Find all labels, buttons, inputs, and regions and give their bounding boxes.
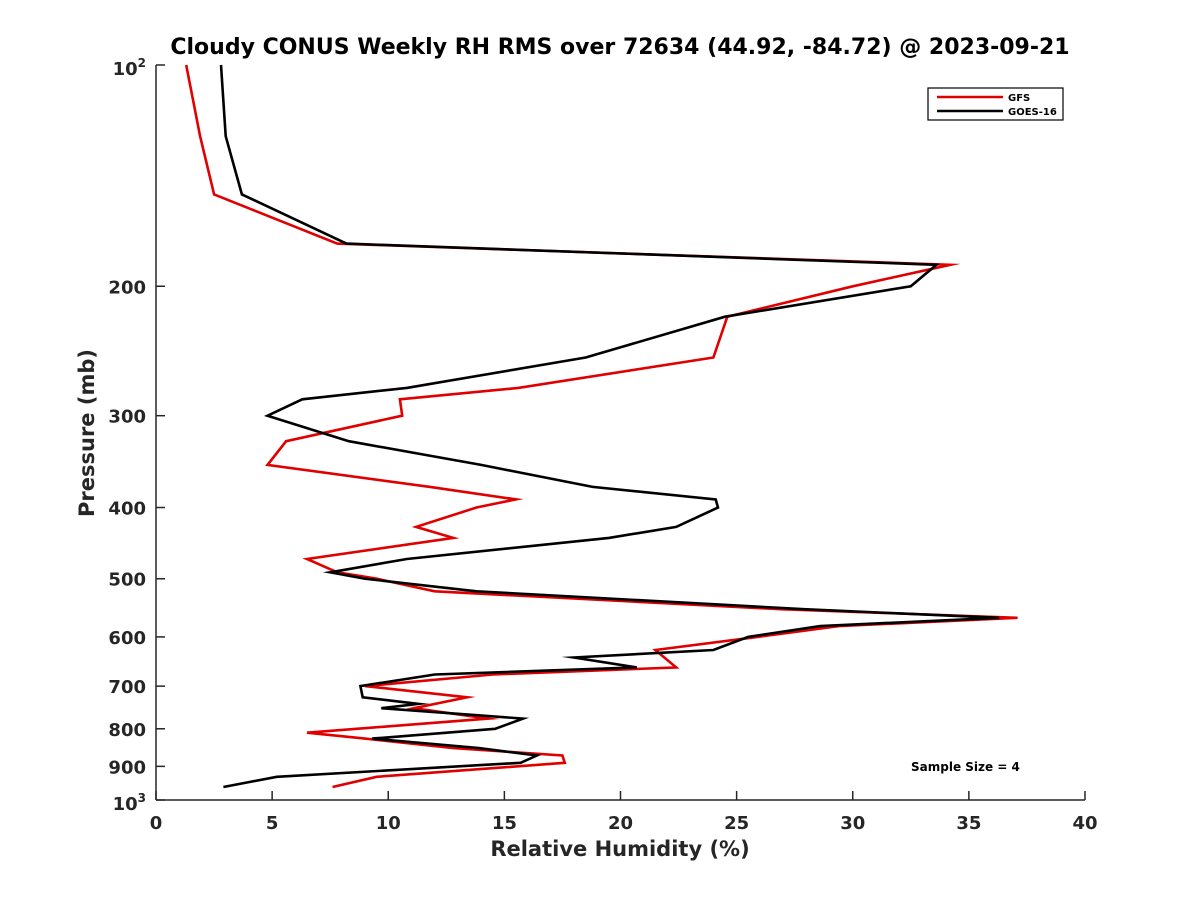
x-tick-label: 40	[1072, 813, 1097, 834]
x-tick-label: 0	[150, 813, 163, 834]
series-layer	[184, 64, 1018, 789]
y-tick-label: 103	[113, 791, 146, 815]
axes-layer: 0 5 10 15 20 25 30 35 40 102 200 300 400 500 600 700 800…	[108, 56, 1097, 834]
y-tick-label: 800	[108, 720, 146, 741]
legend: GFS GOES-16	[927, 87, 1064, 121]
x-tick-label: 35	[956, 813, 981, 834]
series-line-gfs	[184, 64, 1018, 789]
x-axis-title: Relative Humidity (%)	[490, 837, 749, 861]
legend-box	[927, 87, 1064, 121]
x-tick-label: 5	[266, 813, 279, 834]
y-tick-label: 500	[108, 570, 146, 591]
y-tick-label: 200	[108, 277, 146, 298]
y-axis-title: Pressure (mb)	[75, 349, 99, 517]
y-tick-label: 600	[108, 628, 146, 649]
x-tick-label: 30	[840, 813, 865, 834]
x-tick-label: 25	[724, 813, 749, 834]
series-line-goes-16	[219, 64, 1000, 789]
x-tick-label: 20	[608, 813, 633, 834]
legend-label-goes-16: GOES-16	[1008, 107, 1057, 118]
x-tick-label: 10	[376, 813, 401, 834]
legend-label-gfs: GFS	[1008, 93, 1030, 104]
y-tick-label: 900	[108, 757, 146, 778]
y-tick-label: 400	[108, 499, 146, 520]
x-tick-label: 15	[492, 813, 517, 834]
sample-size-annotation: Sample Size = 4	[911, 760, 1020, 774]
y-tick-label: 700	[108, 677, 146, 698]
y-tick-label: 300	[108, 407, 146, 428]
y-tick-label: 102	[113, 56, 146, 80]
chart-title: Cloudy CONUS Weekly RH RMS over 72634 (4…	[170, 35, 1069, 60]
